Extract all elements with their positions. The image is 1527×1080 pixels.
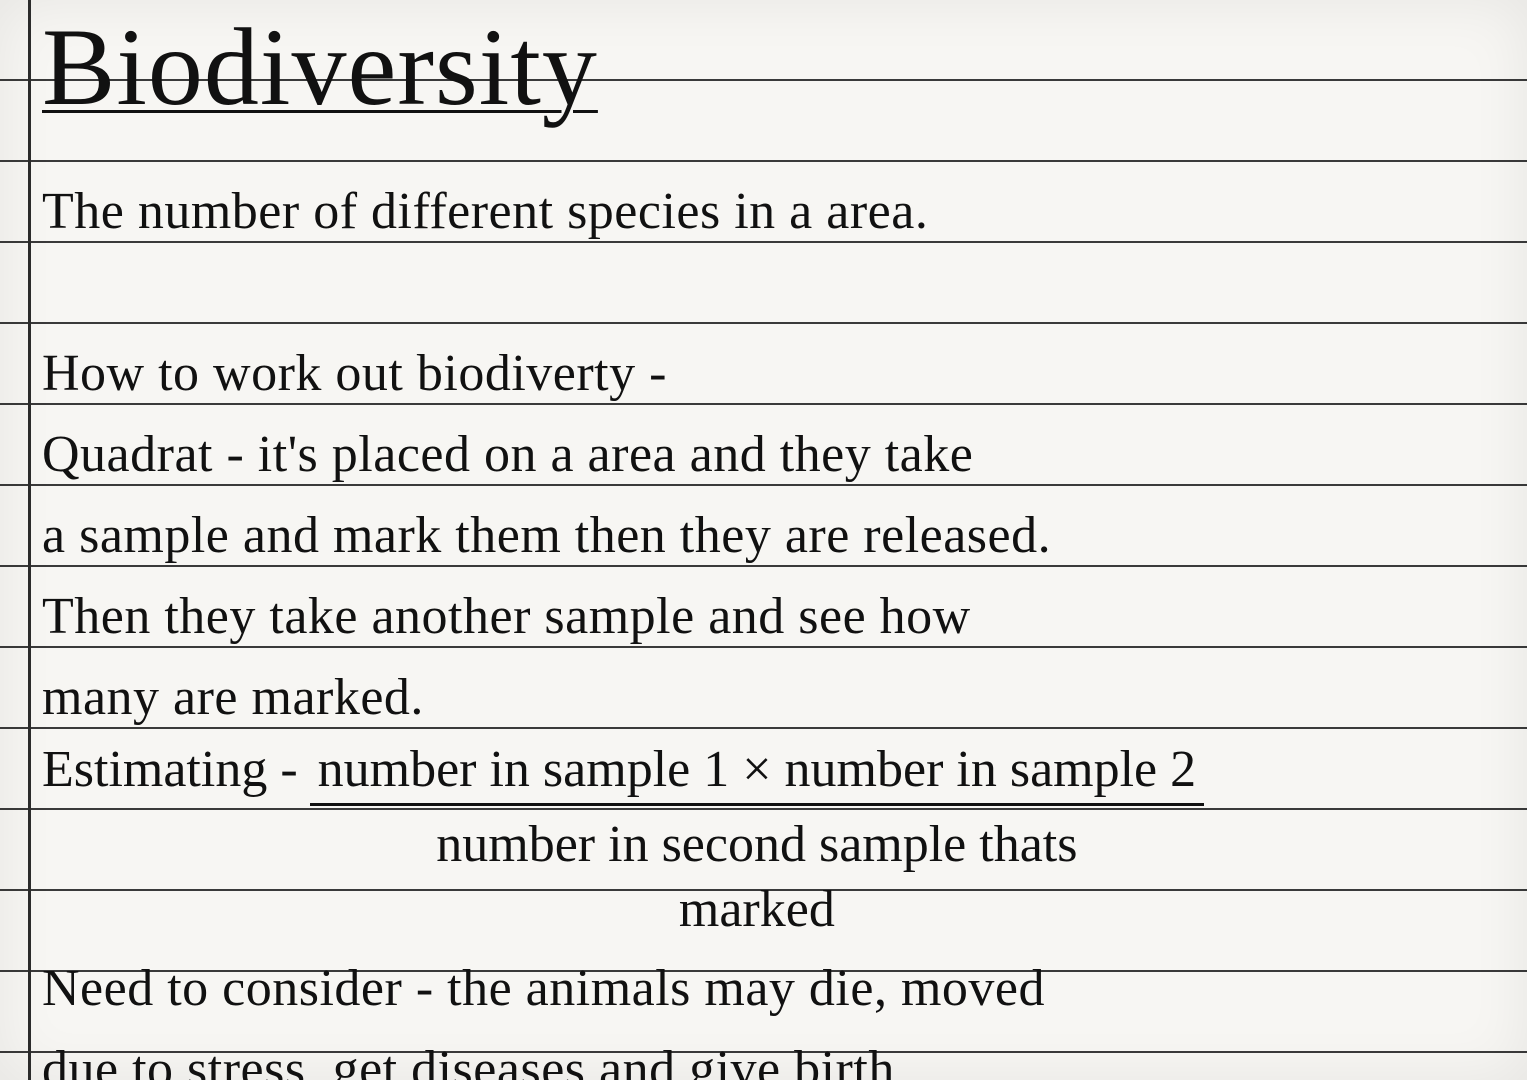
line-considerations-1: Need to consider - the animals may die, … <box>42 963 1045 1015</box>
formula-fraction: number in sample 1 × number in sample 2 … <box>310 740 1205 942</box>
formula-denominator-line1: number in second sample thats <box>436 816 1077 873</box>
notebook-page: Biodiversity The number of different spe… <box>0 0 1527 1080</box>
line-quadrat-1: Quadrat - it's placed on a area and they… <box>42 429 973 481</box>
line-considerations-2: due to stress, get diseases and give bir… <box>42 1044 895 1080</box>
estimating-formula: Estimating - number in sample 1 × number… <box>42 740 1204 942</box>
line-quadrat-2: a sample and mark them then they are rel… <box>42 510 1051 562</box>
left-margin-rule <box>28 0 31 1080</box>
formula-denominator-line2: marked <box>679 881 835 938</box>
line-quadrat-3: Then they take another sample and see ho… <box>42 591 971 643</box>
line-how-to-heading: How to work out biodiverty - <box>42 348 667 400</box>
formula-denominator: number in second sample thats marked <box>436 806 1077 942</box>
line-quadrat-4: many are marked. <box>42 672 424 724</box>
formula-numerator: number in sample 1 × number in sample 2 <box>310 740 1205 806</box>
page-title: Biodiversity <box>42 4 598 131</box>
formula-label: Estimating - <box>42 740 298 799</box>
line-definition: The number of different species in a are… <box>42 186 928 238</box>
